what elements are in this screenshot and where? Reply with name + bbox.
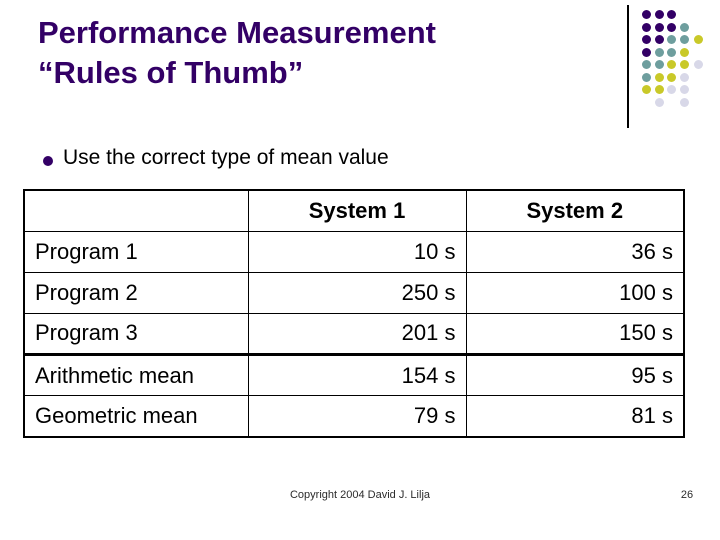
decoration-dot xyxy=(642,60,651,69)
decoration-dot xyxy=(679,85,689,94)
footer-copyright: Copyright 2004 David J. Lilja xyxy=(289,489,431,501)
bullet-icon xyxy=(43,156,53,166)
decoration-dot xyxy=(642,22,651,32)
table-header-system2: System 2 xyxy=(465,189,685,232)
table-row: Program 3 201 s 150 s xyxy=(23,312,685,356)
decoration-dot xyxy=(642,10,651,19)
system2-value: 100 s xyxy=(465,271,685,314)
decoration-dot xyxy=(654,72,664,82)
decoration-dot xyxy=(667,60,676,69)
system2-value: 95 s xyxy=(465,353,685,397)
decoration-dot xyxy=(654,10,664,19)
decoration-dot xyxy=(654,22,664,32)
row-label: Arithmetic mean xyxy=(23,353,249,397)
system2-value: 36 s xyxy=(465,230,685,273)
table-header-system1: System 1 xyxy=(247,189,467,232)
decoration-dot xyxy=(679,22,689,32)
page-number: 26 xyxy=(680,489,694,501)
table-body: Program 1 10 s 36 s Program 2 250 s 100 s Prog… xyxy=(23,230,685,438)
table-row: Program 2 250 s 100 s xyxy=(23,271,685,314)
system1-value: 154 s xyxy=(247,353,467,397)
table-row: Arithmetic mean 154 s 95 s xyxy=(23,353,685,397)
slide-title-line1: Performance Measurement xyxy=(38,15,436,50)
decoration-dot xyxy=(667,10,676,19)
row-label: Geometric mean xyxy=(23,395,249,438)
decoration-dot xyxy=(667,72,676,82)
table-header-empty xyxy=(23,189,249,232)
slide-title-line2: “Rules of Thumb” xyxy=(38,55,304,90)
system1-value: 10 s xyxy=(247,230,467,273)
system1-value: 250 s xyxy=(247,271,467,314)
system2-value: 81 s xyxy=(465,395,685,438)
decoration-dot xyxy=(654,47,664,57)
decoration-dot xyxy=(642,72,651,82)
decoration-dot xyxy=(642,47,651,57)
mean-comparison-table: System 1 System 2 Program 1 10 s 36 s Progr… xyxy=(23,189,685,438)
row-label: Program 3 xyxy=(23,312,249,356)
system1-value: 79 s xyxy=(247,395,467,438)
row-label: Program 1 xyxy=(23,230,249,273)
decoration-dot xyxy=(694,60,703,69)
decoration-dot xyxy=(679,72,689,82)
decoration-dot xyxy=(667,35,676,44)
decoration-dot xyxy=(679,60,689,69)
table-row: Geometric mean 79 s 81 s xyxy=(23,395,685,438)
decoration-dot xyxy=(667,22,676,32)
system1-value: 201 s xyxy=(247,312,467,356)
decoration-dot xyxy=(654,60,664,69)
decoration-dot xyxy=(679,35,689,44)
decoration-dot xyxy=(642,35,651,44)
bullet-text: Use the correct type of mean value xyxy=(63,146,389,169)
slide-title: Performance Measurement “Rules of Thumb” xyxy=(38,13,598,93)
decoration-dot xyxy=(654,85,664,94)
system2-value: 150 s xyxy=(465,312,685,356)
decoration-dot xyxy=(679,47,689,57)
decoration-dot xyxy=(679,97,689,107)
decoration-dot xyxy=(642,85,651,94)
table-row: Program 1 10 s 36 s xyxy=(23,230,685,273)
decoration-dot xyxy=(667,47,676,57)
decoration-dot xyxy=(667,85,676,94)
dot-pattern-decoration xyxy=(642,10,712,120)
decoration-dot xyxy=(694,35,703,44)
decoration-dot xyxy=(654,97,664,107)
table-header-row: System 1 System 2 xyxy=(23,189,685,232)
row-label: Program 2 xyxy=(23,271,249,314)
decoration-dot xyxy=(654,35,664,44)
decoration-vertical-rule xyxy=(627,5,629,128)
